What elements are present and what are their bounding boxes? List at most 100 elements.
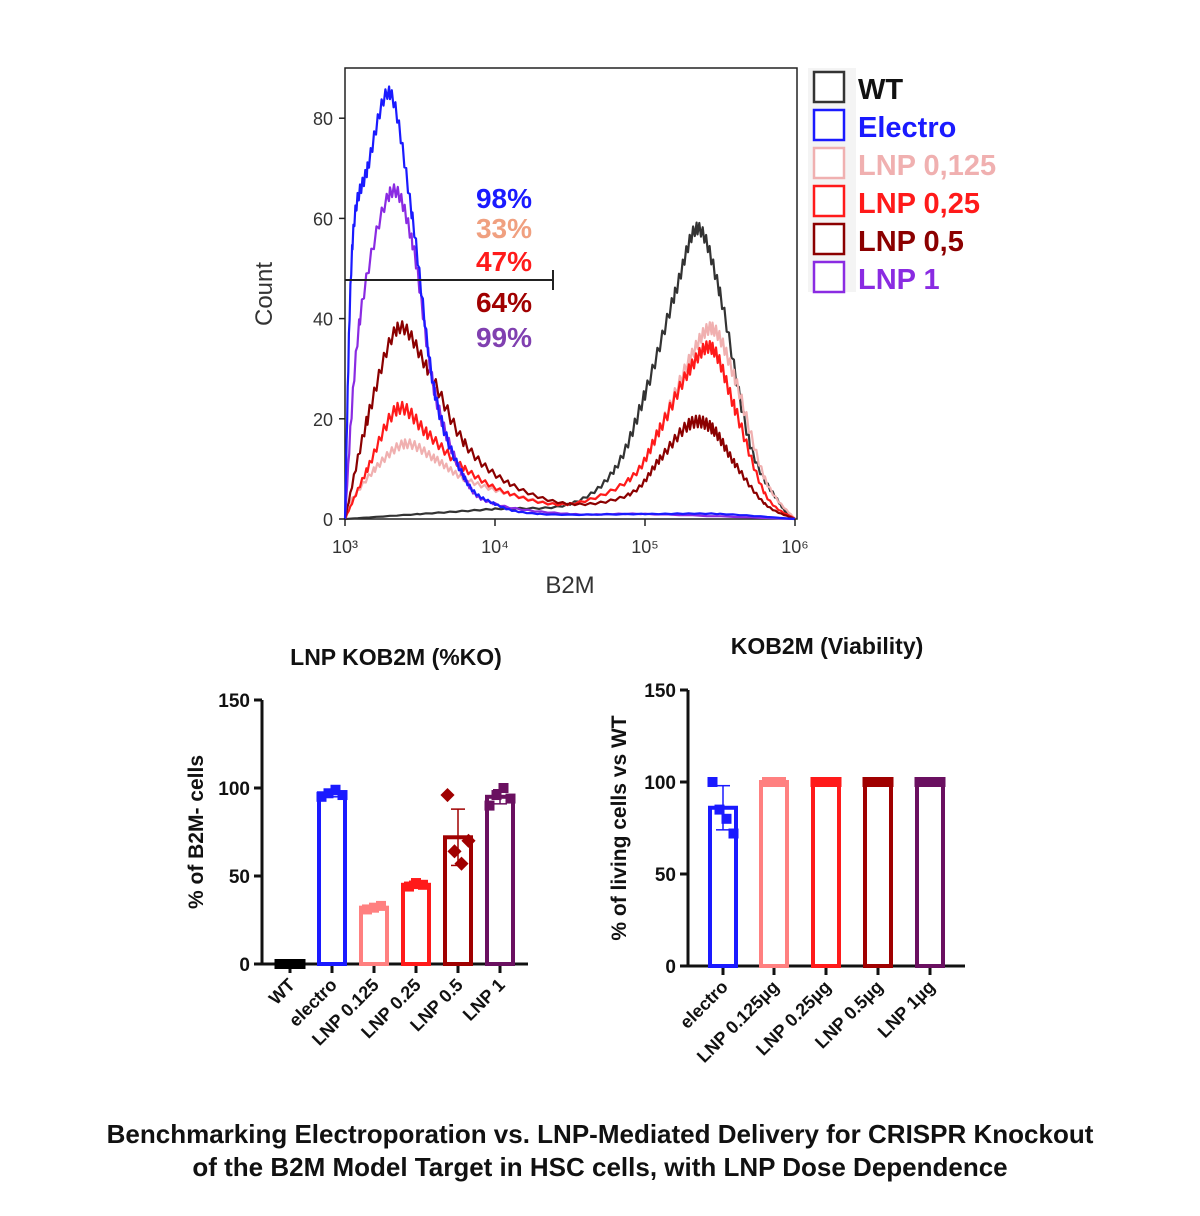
data-point — [817, 777, 828, 787]
histogram-y-label: Count — [251, 262, 278, 326]
data-point — [330, 784, 341, 795]
data-point — [362, 904, 372, 915]
bar — [359, 905, 389, 966]
legend-swatch — [812, 108, 846, 142]
data-point — [498, 783, 509, 793]
data-point — [323, 788, 334, 799]
legend-swatch — [812, 260, 846, 294]
data-point — [728, 828, 739, 839]
histogram-x-tick-label: 10⁵ — [631, 537, 658, 557]
legend-swatch — [812, 146, 846, 180]
histogram-y-tick-label: 20 — [313, 410, 333, 430]
data-point — [776, 777, 786, 787]
data-point — [876, 777, 887, 787]
x-tick-label: WT — [265, 975, 299, 1009]
histogram-y-tick-label: 60 — [313, 209, 333, 229]
caption-line-2: of the B2M Model Target in HSC cells, wi… — [192, 1152, 1008, 1182]
bar — [811, 780, 841, 968]
bar-chart-title: KOB2M (Viability) — [731, 633, 924, 659]
data-point — [484, 800, 495, 811]
legend-label: Electro — [858, 112, 956, 144]
histogram-x-tick-label: 10⁶ — [781, 537, 808, 557]
data-point — [769, 777, 779, 787]
histogram-x-label: B2M — [545, 572, 594, 599]
y-tick-label: 50 — [229, 867, 250, 888]
y-tick-label: 0 — [239, 955, 250, 976]
data-point — [295, 959, 306, 969]
histogram-y-tick-label: 40 — [313, 310, 333, 330]
data-point — [454, 856, 469, 871]
y-tick-label: 150 — [218, 691, 250, 712]
data-point — [411, 878, 421, 889]
legend-label: WT — [858, 74, 903, 106]
histogram-frame — [344, 67, 798, 520]
data-point — [762, 777, 772, 787]
gate-percentage-label: 64% — [476, 287, 532, 318]
bar — [317, 791, 347, 967]
legend-label: LNP 0,5 — [858, 226, 964, 258]
bar-chart-y-label: % of living cells vs WT — [608, 715, 631, 940]
y-tick-label: 50 — [655, 865, 676, 886]
x-tick-label: LNP 1µg — [874, 977, 939, 1042]
bar — [485, 794, 515, 966]
bar — [915, 780, 945, 968]
data-point — [883, 777, 894, 787]
data-point — [824, 777, 835, 787]
gate-percentage-label: 33% — [476, 213, 532, 244]
data-point — [369, 902, 379, 913]
legend-label: LNP 0,125 — [858, 150, 996, 182]
y-tick-label: 100 — [218, 779, 250, 800]
y-tick-label: 150 — [644, 681, 676, 702]
histogram-series-lnp-0-5 — [343, 320, 796, 520]
legend-label: LNP 1 — [858, 264, 940, 296]
bar — [401, 882, 431, 966]
bar-chart-y-label: % of B2M- cells — [185, 755, 208, 909]
viability-bar-chart: KOB2M (Viability) % of living cells vs WT… — [608, 633, 965, 1067]
data-point — [461, 833, 476, 848]
data-point — [491, 790, 502, 801]
data-point — [707, 777, 718, 787]
legend-swatch — [812, 184, 846, 218]
data-point — [914, 777, 925, 787]
bar — [863, 780, 893, 968]
gate-percentage-label: 99% — [476, 322, 532, 353]
y-tick-label: 0 — [665, 957, 676, 978]
histogram-x-tick-label: 10⁴ — [481, 537, 509, 557]
data-point — [288, 959, 299, 969]
data-point — [714, 804, 725, 815]
caption-line-1: Benchmarking Electroporation vs. LNP-Med… — [106, 1119, 1094, 1149]
data-point — [440, 787, 455, 803]
legend-label: LNP 0,25 — [858, 188, 980, 220]
figure-caption: Benchmarking Electroporation vs. LNP-Med… — [0, 1118, 1200, 1184]
x-tick-label: LNP 1 — [459, 975, 509, 1025]
data-point — [404, 881, 414, 892]
histogram-x-tick-label: 10³ — [332, 537, 358, 557]
data-point — [935, 777, 946, 787]
ko-bar-chart: LNP KOB2M (%KO) % of B2M- cells 0 50 100 150 W… — [185, 644, 528, 1049]
data-point — [862, 777, 873, 787]
data-point — [921, 777, 932, 787]
legend-swatch — [812, 222, 846, 256]
data-point — [274, 959, 285, 969]
data-point — [447, 844, 462, 859]
histogram-series-electro — [343, 85, 796, 521]
data-point — [721, 813, 732, 824]
histogram-series-wt — [344, 221, 796, 521]
data-point — [337, 790, 348, 801]
gate-percentage-label: 98% — [476, 183, 532, 214]
bar — [759, 780, 789, 968]
data-point — [316, 791, 327, 802]
data-point — [505, 793, 516, 804]
data-point — [810, 777, 821, 787]
data-point — [281, 959, 292, 969]
legend-swatch — [812, 70, 846, 104]
histogram-y-tick-label: 80 — [313, 109, 333, 129]
data-point — [869, 777, 880, 787]
histogram-series-lnp-0-25 — [344, 340, 796, 520]
gate-percentage-label: 47% — [476, 246, 532, 277]
data-point — [928, 777, 939, 787]
data-point — [376, 900, 386, 911]
bar-chart-title: LNP KOB2M (%KO) — [290, 644, 502, 670]
data-point — [831, 777, 842, 787]
